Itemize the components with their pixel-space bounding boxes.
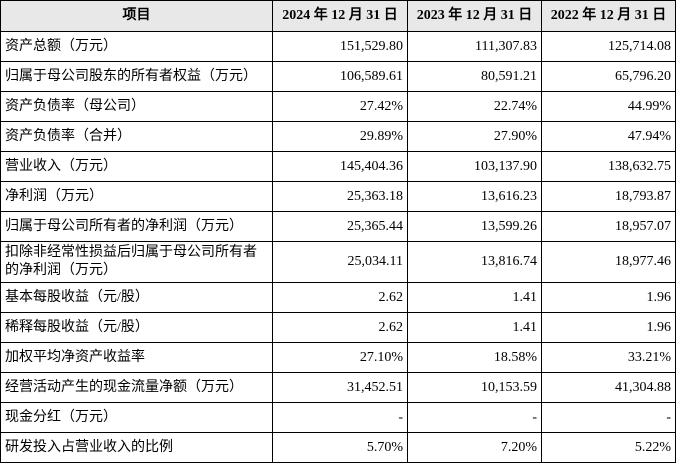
value-cell: 18,957.07 (541, 211, 676, 242)
row-label: 资产负债率（合并） (0, 121, 273, 152)
value-cell: 151,529.80 (272, 31, 408, 62)
value-cell: 111,307.83 (407, 31, 542, 62)
value-cell: 18,977.46 (541, 241, 676, 283)
value-cell: 18,793.87 (541, 181, 676, 212)
table-row: 稀释每股收益（元/股） 2.62 1.41 1.96 (0, 312, 676, 343)
row-label: 研发投入占营业收入的比例 (0, 432, 273, 463)
value-cell: 25,363.18 (272, 181, 408, 212)
value-cell: 7.20% (407, 432, 542, 463)
value-cell: 29.89% (272, 121, 408, 152)
value-cell: 1.41 (407, 312, 542, 343)
value-cell: 145,404.36 (272, 151, 408, 182)
value-cell: 5.22% (541, 432, 676, 463)
value-cell: 25,034.11 (272, 241, 408, 283)
row-label: 基本每股收益（元/股） (0, 282, 273, 313)
row-label: 归属于母公司股东的所有者权益（万元） (0, 61, 273, 92)
value-cell: 2.62 (272, 312, 408, 343)
table-row: 归属于母公司所有者的净利润（万元） 25,365.44 13,599.26 18,95… (0, 211, 676, 242)
value-cell: 18.58% (407, 342, 542, 373)
value-cell: 106,589.61 (272, 61, 408, 92)
table-row: 研发投入占营业收入的比例 5.70% 7.20% 5.22% (0, 432, 676, 463)
value-cell: 1.96 (541, 312, 676, 343)
value-cell: 2.62 (272, 282, 408, 313)
value-cell: 27.90% (407, 121, 542, 152)
value-cell: - (272, 402, 408, 433)
table-row: 资产负债率（合并） 29.89% 27.90% 47.94% (0, 121, 676, 152)
value-cell: - (541, 402, 676, 433)
value-cell: 13,616.23 (407, 181, 542, 212)
table-row: 资产负债率（母公司） 27.42% 22.74% 44.99% (0, 91, 676, 122)
value-cell: 138,632.75 (541, 151, 676, 182)
value-cell: 1.96 (541, 282, 676, 313)
value-cell: 41,304.88 (541, 372, 676, 403)
value-cell: 10,153.59 (407, 372, 542, 403)
value-cell: 5.70% (272, 432, 408, 463)
header-cell: 2022 年 12 月 31 日 (541, 0, 676, 32)
value-cell: 27.42% (272, 91, 408, 122)
value-cell: 80,591.21 (407, 61, 542, 92)
row-label: 扣除非经常性损益后归属于母公司所有者的净利润（万元） (0, 241, 273, 283)
header-cell: 2024 年 12 月 31 日 (272, 0, 408, 32)
value-cell: 103,137.90 (407, 151, 542, 182)
header-row: 项目 2024 年 12 月 31 日 2023 年 12 月 31 日 2022 年… (0, 0, 676, 32)
row-label: 资产负债率（母公司） (0, 91, 273, 122)
value-cell: 125,714.08 (541, 31, 676, 62)
value-cell: 33.21% (541, 342, 676, 373)
row-label: 归属于母公司所有者的净利润（万元） (0, 211, 273, 242)
table-row: 净利润（万元） 25,363.18 13,616.23 18,793.87 (0, 181, 676, 212)
value-cell: 65,796.20 (541, 61, 676, 92)
value-cell: 27.10% (272, 342, 408, 373)
row-label: 稀释每股收益（元/股） (0, 312, 273, 343)
table-row: 经营活动产生的现金流量净额（万元） 31,452.51 10,153.59 41,30… (0, 372, 676, 403)
header-cell: 项目 (0, 0, 273, 32)
value-cell: - (407, 402, 542, 433)
value-cell: 13,599.26 (407, 211, 542, 242)
row-label: 营业收入（万元） (0, 151, 273, 182)
table-row: 归属于母公司股东的所有者权益（万元） 106,589.61 80,591.21 65,… (0, 61, 676, 92)
value-cell: 47.94% (541, 121, 676, 152)
row-label: 资产总额（万元） (0, 31, 273, 62)
table-row: 资产总额（万元） 151,529.80 111,307.83 125,714.08 (0, 31, 676, 62)
value-cell: 1.41 (407, 282, 542, 313)
table-row: 基本每股收益（元/股） 2.62 1.41 1.96 (0, 282, 676, 313)
table-row: 营业收入（万元） 145,404.36 103,137.90 138,632.75 (0, 151, 676, 182)
table-row: 加权平均净资产收益率 27.10% 18.58% 33.21% (0, 342, 676, 373)
table-row: 扣除非经常性损益后归属于母公司所有者的净利润（万元） 25,034.11 13,81… (0, 241, 676, 283)
value-cell: 44.99% (541, 91, 676, 122)
table-row: 现金分红（万元） - - - (0, 402, 676, 433)
value-cell: 13,816.74 (407, 241, 542, 283)
row-label: 经营活动产生的现金流量净额（万元） (0, 372, 273, 403)
value-cell: 31,452.51 (272, 372, 408, 403)
value-cell: 22.74% (407, 91, 542, 122)
row-label: 加权平均净资产收益率 (0, 342, 273, 373)
table-body: 资产总额（万元） 151,529.80 111,307.83 125,714.08 归属… (0, 31, 676, 463)
row-label: 现金分红（万元） (0, 402, 273, 433)
header-cell: 2023 年 12 月 31 日 (407, 0, 542, 32)
row-label: 净利润（万元） (0, 181, 273, 212)
value-cell: 25,365.44 (272, 211, 408, 242)
